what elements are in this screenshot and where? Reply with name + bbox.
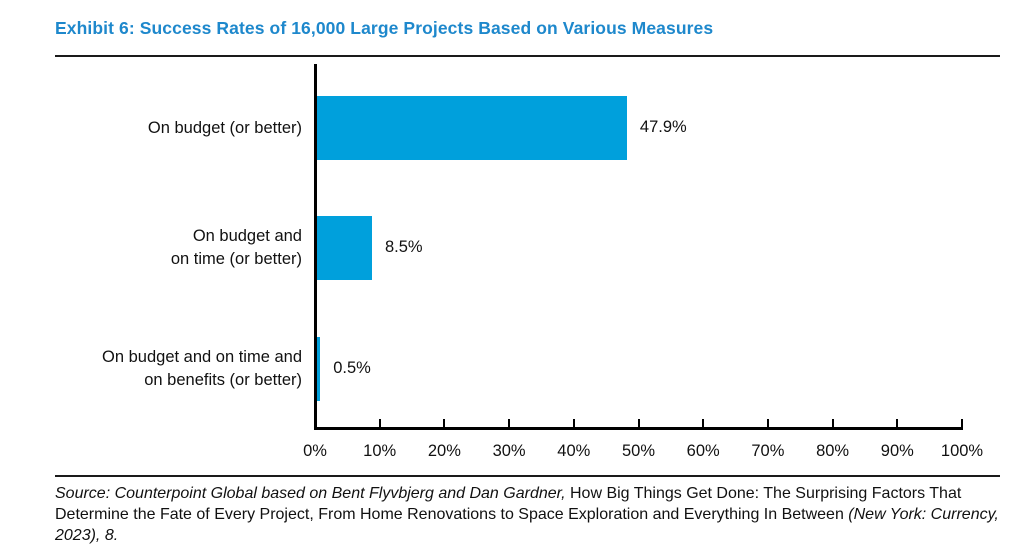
- category-label: On budget and on time and on benefits (o…: [102, 348, 302, 389]
- axis-tick: [896, 419, 899, 427]
- axis-tick: [378, 419, 381, 427]
- y-axis: [314, 64, 317, 430]
- bar: [317, 337, 321, 401]
- value-label: 8.5%: [384, 238, 423, 256]
- value-label: 47.9%: [639, 118, 687, 136]
- title-rule: [55, 55, 1000, 57]
- x-tick-label: 10%: [363, 442, 397, 460]
- x-axis: [314, 427, 963, 430]
- axis-tick: [443, 419, 446, 427]
- x-tick-label: 0%: [303, 442, 327, 460]
- source-note: Source: Counterpoint Global based on Ben…: [55, 483, 1003, 546]
- axis-tick: [314, 419, 316, 427]
- value-label: 0.5%: [333, 359, 371, 377]
- exhibit-title: Exhibit 6: Success Rates of 16,000 Large…: [55, 18, 714, 38]
- x-tick-label: 90%: [880, 442, 914, 460]
- axis-tick: [831, 419, 834, 427]
- axis-tick: [961, 419, 963, 427]
- x-tick-label: 100%: [940, 442, 984, 460]
- category-label: On budget (or better): [147, 118, 302, 137]
- source-part: Source: Counterpoint Global based on Ben…: [55, 485, 570, 502]
- x-tick-label: 80%: [816, 442, 850, 460]
- bar: [317, 216, 372, 280]
- x-tick-label: 60%: [686, 442, 720, 460]
- source-part: How Big Things Get Done: The Surprising …: [55, 485, 962, 523]
- footer-rule: [55, 475, 1000, 477]
- x-tick-label: 20%: [427, 442, 461, 460]
- x-tick-label: 50%: [621, 442, 656, 460]
- axis-tick: [766, 419, 769, 427]
- source-part: (New York: Currency, 2023), 8.: [55, 506, 999, 544]
- category-label: On budget and on time (or better): [170, 227, 302, 268]
- x-tick-label: 70%: [751, 442, 785, 460]
- axis-tick: [572, 419, 575, 427]
- axis-tick: [702, 419, 705, 427]
- x-tick-label: 30%: [492, 442, 526, 460]
- x-tick-label: 40%: [557, 442, 591, 460]
- axis-tick: [508, 419, 511, 427]
- bar: [317, 96, 627, 160]
- axis-tick: [637, 419, 640, 427]
